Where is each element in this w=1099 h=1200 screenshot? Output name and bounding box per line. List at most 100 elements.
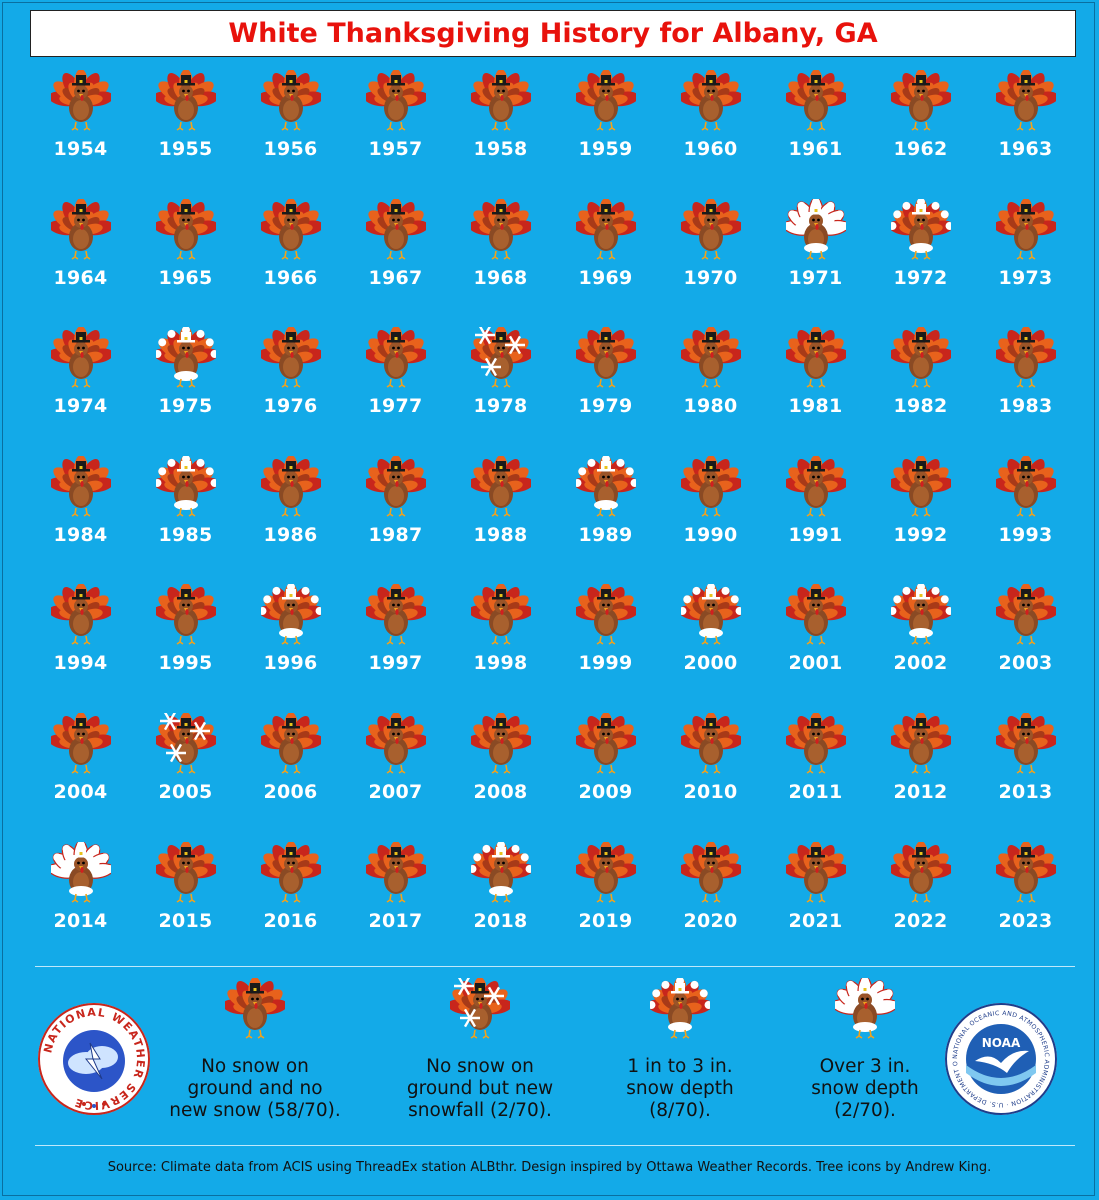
year-label: 1984 [53, 523, 108, 546]
year-label: 1955 [158, 138, 213, 160]
year-label: 1967 [368, 266, 423, 289]
year-label: 1998 [473, 652, 528, 675]
year-cell: 1992 [868, 454, 973, 585]
year-cell: 2005 [133, 711, 238, 842]
svg-text:NOAA: NOAA [982, 1036, 1021, 1050]
turkey-icon [992, 326, 1059, 395]
legend-turkey-icon [831, 976, 899, 1048]
year-cell: 1961 [763, 69, 868, 199]
legend-item: No snow on ground and no new snow (58/70). [150, 977, 360, 1122]
turkey-icon [257, 583, 324, 652]
turkey-icon [677, 326, 744, 395]
year-cell: 1976 [238, 326, 343, 456]
year-cell: 1957 [343, 69, 448, 199]
year-label: 1999 [578, 652, 633, 675]
year-label: 1965 [158, 266, 213, 289]
year-cell: 1963 [973, 69, 1078, 199]
turkey-icon [362, 454, 429, 524]
year-cell: 1969 [553, 197, 658, 328]
year-cell: 2015 [133, 840, 238, 971]
year-cell: 1997 [343, 583, 448, 713]
year-cell: 2013 [973, 711, 1078, 842]
turkey-icon [467, 69, 534, 138]
turkey-icon [887, 454, 954, 524]
year-label: 1963 [998, 138, 1053, 160]
year-label: 1987 [368, 523, 423, 546]
year-cell: 2022 [868, 840, 973, 971]
year-cell: 1977 [343, 326, 448, 456]
legend-line: ground and no [187, 1078, 323, 1099]
year-cell: 1998 [448, 583, 553, 713]
year-cell: 2012 [868, 711, 973, 842]
turkey-icon [257, 711, 324, 781]
year-cell: 1968 [448, 197, 553, 328]
year-label: 1956 [263, 138, 318, 160]
year-cell: 1956 [238, 69, 343, 199]
year-cell: 2019 [553, 840, 658, 971]
year-label: 2010 [683, 780, 738, 803]
year-label: 2005 [158, 780, 213, 803]
year-label: 2019 [578, 909, 633, 932]
year-label: 2014 [53, 909, 108, 932]
year-cell: 1974 [28, 326, 133, 456]
year-label: 2016 [263, 909, 318, 932]
turkey-icon [47, 583, 114, 652]
year-cell: 2009 [553, 711, 658, 842]
year-cell: 1995 [133, 583, 238, 713]
legend-text: Over 3 in. snow depth (2/70). [811, 1056, 919, 1122]
turkey-icon [152, 454, 219, 524]
year-cell: 2002 [868, 583, 973, 713]
year-cell: 1989 [553, 454, 658, 585]
year-label: 1992 [893, 523, 948, 546]
year-cell: 2017 [343, 840, 448, 971]
year-cell: 1972 [868, 197, 973, 328]
legend-text: No snow on ground and no new snow (58/70). [169, 1056, 340, 1122]
legend-turkey-icon [447, 976, 513, 1048]
legend-item: 1 in to 3 in. snow depth (8/70). [585, 977, 775, 1122]
turkey-icon [992, 583, 1059, 652]
turkey-icon [572, 840, 639, 910]
legend-turkey-icon [222, 977, 288, 1048]
year-label: 1983 [998, 395, 1053, 418]
turkey-icon [467, 711, 534, 781]
year-label: 1960 [683, 138, 738, 160]
year-label: 2007 [368, 780, 423, 803]
year-cell: 1984 [28, 454, 133, 585]
year-cell: 2000 [658, 583, 763, 713]
turkey-icon [152, 583, 219, 652]
year-label: 1973 [998, 266, 1053, 289]
legend-line: ground but new [406, 1078, 554, 1099]
turkey-icon [362, 840, 429, 910]
year-label: 1990 [683, 523, 738, 546]
divider-bottom [35, 1145, 1075, 1146]
year-cell: 1994 [28, 583, 133, 713]
turkey-icon [152, 326, 219, 395]
year-label: 1972 [893, 266, 948, 289]
year-label: 1986 [263, 523, 318, 546]
year-cell: 1959 [553, 69, 658, 199]
year-cell: 1958 [448, 69, 553, 199]
year-label: 1971 [788, 266, 843, 289]
year-label: 1991 [788, 523, 843, 546]
year-label: 1970 [683, 266, 738, 289]
turkey-icon [677, 583, 744, 652]
turkey-icon [677, 69, 744, 138]
turkey-icon [992, 840, 1059, 910]
year-cell: 1955 [133, 69, 238, 199]
turkey-icon [782, 711, 849, 781]
year-label: 1985 [158, 523, 213, 546]
turkey-icon [257, 69, 324, 138]
year-cell: 1981 [763, 326, 868, 456]
year-label: 2018 [473, 909, 528, 932]
year-label: 1961 [788, 138, 843, 160]
year-cell: 2008 [448, 711, 553, 842]
legend-text: No snow on ground but new snowfall (2/70). [407, 1056, 553, 1122]
turkey-icon [47, 69, 114, 138]
turkey-icon [257, 454, 324, 524]
year-label: 1964 [53, 266, 108, 289]
year-cell: 1964 [28, 197, 133, 328]
turkey-icon [992, 197, 1059, 267]
legend-text: 1 in to 3 in. snow depth (8/70). [626, 1056, 734, 1122]
year-label: 2009 [578, 780, 633, 803]
